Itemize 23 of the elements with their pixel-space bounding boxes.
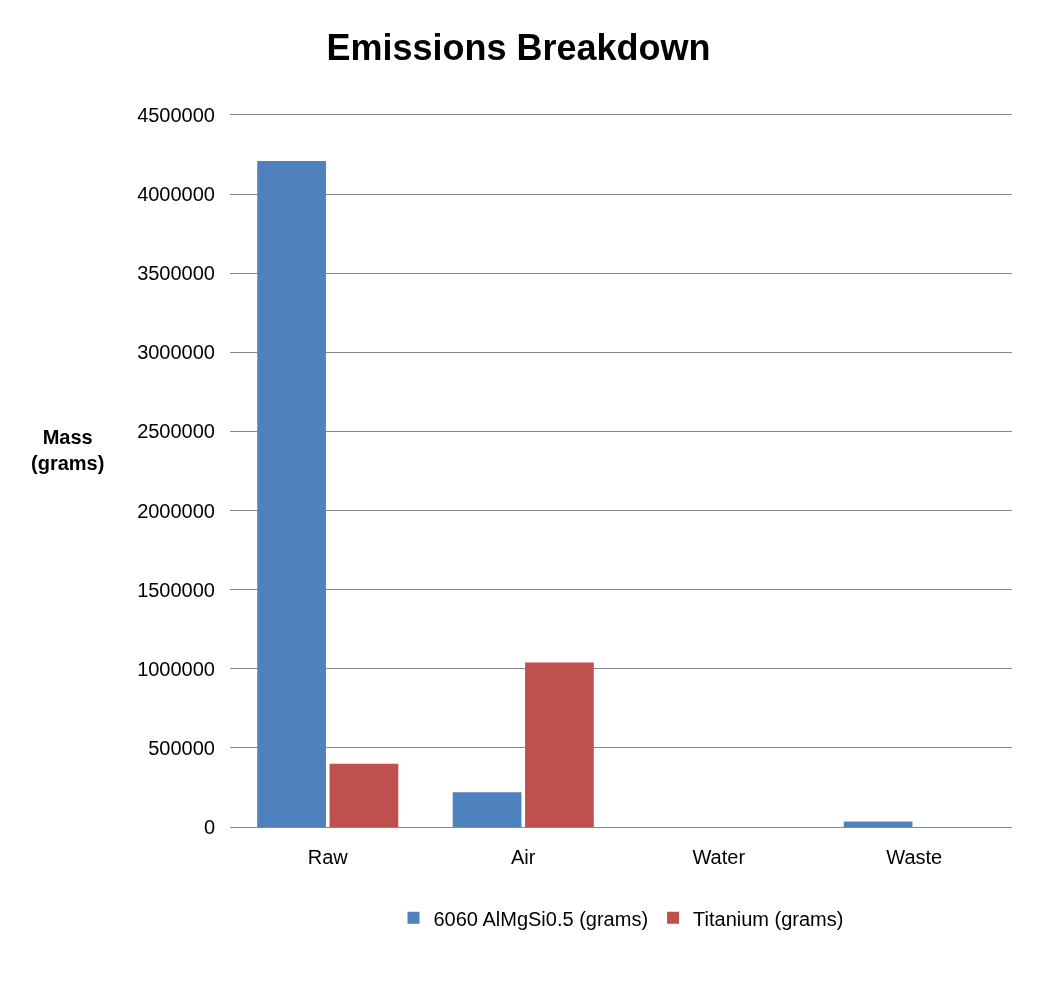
y-axis-title: Mass (grams) bbox=[31, 426, 105, 474]
legend-label: 6060 AlMgSi0.5 (grams) bbox=[433, 907, 649, 930]
y-tick-label: 1000000 bbox=[137, 657, 215, 680]
bar bbox=[329, 763, 399, 827]
y-tick-label: 500000 bbox=[148, 736, 215, 759]
legend-label: Titanium (grams) bbox=[693, 907, 844, 930]
y-tick-label: 2000000 bbox=[137, 499, 215, 522]
bar bbox=[843, 821, 913, 827]
y-tick-label: 1500000 bbox=[137, 578, 215, 601]
x-tick-label: Air bbox=[511, 846, 536, 868]
y-tick-label: 4500000 bbox=[137, 104, 215, 126]
bar bbox=[257, 160, 326, 827]
y-tick-label: 2500000 bbox=[137, 420, 215, 443]
x-tick-label: Raw bbox=[307, 846, 349, 868]
y-tick-label: 3500000 bbox=[137, 262, 215, 285]
y-tick-label: 3000000 bbox=[137, 341, 215, 364]
bar bbox=[525, 662, 594, 827]
bar bbox=[452, 792, 522, 827]
x-tick-label: Water bbox=[692, 846, 746, 868]
x-tick-label: Waste bbox=[886, 846, 943, 868]
y-tick-label: 0 bbox=[203, 816, 215, 838]
y-tick-label: 4000000 bbox=[137, 183, 215, 206]
chart-title: Emissions Breakdown bbox=[326, 26, 711, 68]
